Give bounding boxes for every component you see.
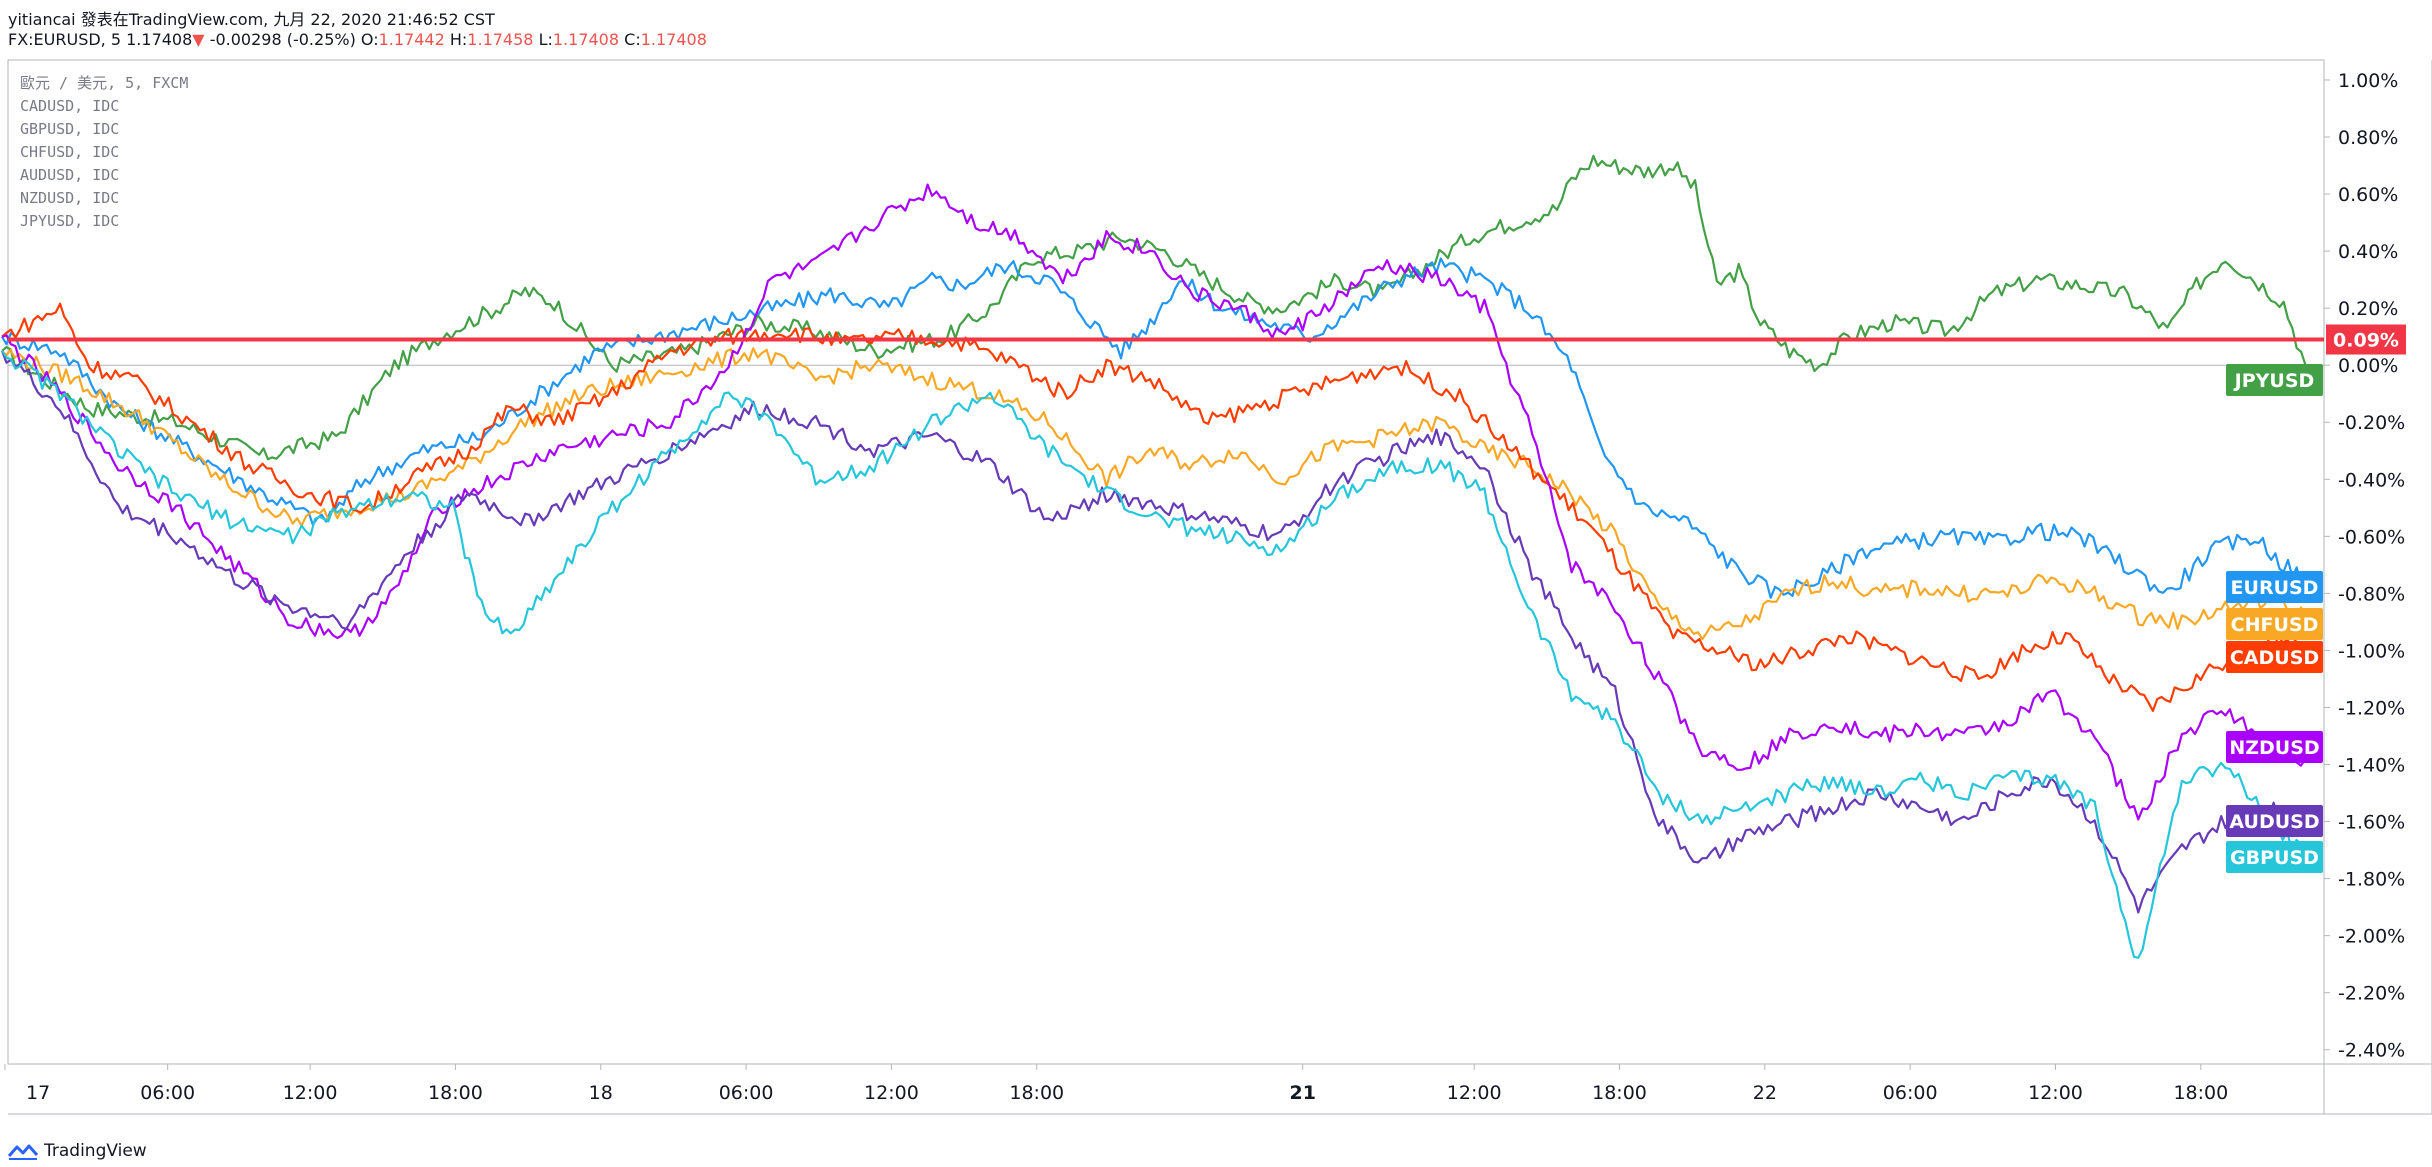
x-tick-label: 21: [1289, 1082, 1315, 1104]
low-value: 1.17408: [552, 30, 620, 49]
legend-item-0[interactable]: 歐元 / 美元, 5, FXCM: [20, 74, 188, 92]
close-label: C:: [624, 30, 641, 49]
horizontal-line-label: 0.09%: [2333, 330, 2399, 352]
close-value: 1.17408: [640, 30, 707, 49]
y-tick-label: -1.00%: [2338, 640, 2405, 662]
down-arrow-icon: ▼: [192, 30, 205, 49]
y-tick-label: -1.20%: [2338, 697, 2405, 719]
series-tag-eurusd: [2226, 571, 2323, 603]
x-tick-label: 12:00: [864, 1082, 919, 1104]
x-tick-label: 12:00: [283, 1082, 338, 1104]
low-label: L:: [538, 30, 553, 49]
y-tick-label: -0.60%: [2338, 526, 2405, 548]
x-tick-label: 18:00: [1592, 1082, 1647, 1104]
legend-item-3[interactable]: CHFUSD, IDC: [20, 143, 119, 161]
y-tick-label: -2.20%: [2338, 983, 2405, 1005]
highlight-line[interactable]: 0.09%: [8, 324, 2406, 355]
series-tag-label: NZDUSD: [2229, 737, 2319, 759]
series-tag-label: EURUSD: [2231, 577, 2319, 599]
legend-item-6[interactable]: JPYUSD, IDC: [20, 212, 119, 230]
series-tag-label: CADUSD: [2230, 647, 2319, 669]
ohlc-bar: FX:EURUSD, 5 1.17408▼ -0.00298 (-0.25%) …: [8, 30, 707, 49]
change-value: -0.00298 (-0.25%): [209, 30, 356, 49]
y-tick-label: -1.40%: [2338, 755, 2405, 777]
y-tick-label: 0.60%: [2338, 184, 2398, 206]
legend-item-1[interactable]: CADUSD, IDC: [20, 97, 119, 115]
high-value: 1.17458: [467, 30, 534, 49]
series-tag-label: CHFUSD: [2231, 614, 2319, 636]
x-tick-label: 17: [26, 1082, 50, 1104]
tradingview-brand: TradingView: [44, 1141, 147, 1161]
series-tag-jpyusd: [2226, 364, 2323, 396]
series-tag-cadusd: [2226, 641, 2323, 673]
legend-item-4[interactable]: AUDUSD, IDC: [20, 166, 119, 184]
x-tick-label: 06:00: [1883, 1082, 1938, 1104]
x-tick-label: 18:00: [2173, 1082, 2228, 1104]
series-tag-label: AUDUSD: [2229, 811, 2319, 833]
y-tick-label: -1.80%: [2338, 869, 2405, 891]
series-line-gbpusd[interactable]: [1, 350, 2307, 959]
series-line-nzdusd[interactable]: [1, 183, 2307, 821]
y-tick-label: -2.40%: [2338, 1040, 2405, 1062]
x-tick-label: 12:00: [2028, 1082, 2083, 1104]
symbol-label[interactable]: FX:EURUSD, 5: [8, 30, 122, 49]
plot-frame: [7, 59, 2325, 1065]
series-tag-nzdusd: [2226, 731, 2323, 763]
horizontal-line-tag: [2326, 324, 2406, 355]
price-value: 1.17408: [126, 30, 193, 49]
y-tick-label: -2.00%: [2338, 926, 2405, 948]
y-tick-label: 0.40%: [2338, 241, 2398, 263]
time-axis[interactable]: 17 06:00 12:00 18:00 18 06:00 12:00 18:00 21 12:0…: [4, 1064, 2228, 1104]
x-tick-label: 06:00: [719, 1082, 774, 1104]
high-label: H:: [449, 30, 468, 49]
x-tick-label: 12:00: [1447, 1082, 1502, 1104]
tradingview-logo[interactable]: TradingView: [8, 1141, 147, 1161]
series-tag-label: GBPUSD: [2230, 847, 2319, 869]
series-tag-chfusd: [2226, 608, 2323, 640]
y-tick-label: 0.80%: [2338, 127, 2398, 149]
x-tick-label: 06:00: [140, 1082, 195, 1104]
series-group: [0, 154, 2307, 959]
open-label: O:: [360, 30, 379, 49]
price-axis[interactable]: 1.00% 0.80% 0.60% 0.40% 0.20% 0.00% -0.20% -0.4…: [2324, 70, 2405, 1062]
x-tick-label: 18: [589, 1082, 613, 1104]
y-tick-label: 0.20%: [2338, 298, 2398, 320]
y-tick-label: 0.00%: [2338, 355, 2398, 377]
y-tick-label: -0.40%: [2338, 469, 2405, 491]
legend: 歐元 / 美元, 5, FXCM CADUSD, IDC GBPUSD, IDC…: [20, 74, 188, 230]
series-tags: JPYUSD EURUSD CHFUSD CADUSD NZDUSD AUDUSD GBPU…: [2226, 364, 2323, 873]
y-tick-label: -1.60%: [2338, 812, 2405, 834]
series-line-eurusd[interactable]: [1, 257, 2307, 599]
legend-item-5[interactable]: NZDUSD, IDC: [20, 189, 119, 207]
x-tick-label: 18:00: [428, 1082, 483, 1104]
open-value: 1.17442: [378, 30, 445, 49]
tradingview-logo-icon: [8, 1144, 38, 1160]
x-tick-label: 22: [1753, 1082, 1777, 1104]
legend-item-2[interactable]: GBPUSD, IDC: [20, 120, 119, 138]
x-tick-label: 18:00: [1009, 1082, 1064, 1104]
series-tag-label: JPYUSD: [2233, 370, 2315, 392]
series-tag-gbpusd: [2226, 841, 2323, 873]
series-line-chfusd[interactable]: [1, 347, 2307, 641]
publish-info: yitiancai 發表在TradingView.com, 九月 22, 202…: [8, 10, 495, 29]
y-tick-label: 1.00%: [2338, 70, 2398, 92]
series-line-jpyusd[interactable]: [1, 154, 2307, 461]
series-line-audusd[interactable]: [0, 350, 2307, 914]
y-tick-label: -0.20%: [2338, 412, 2405, 434]
series-tag-audusd: [2226, 805, 2323, 837]
y-tick-label: -0.80%: [2338, 583, 2405, 605]
